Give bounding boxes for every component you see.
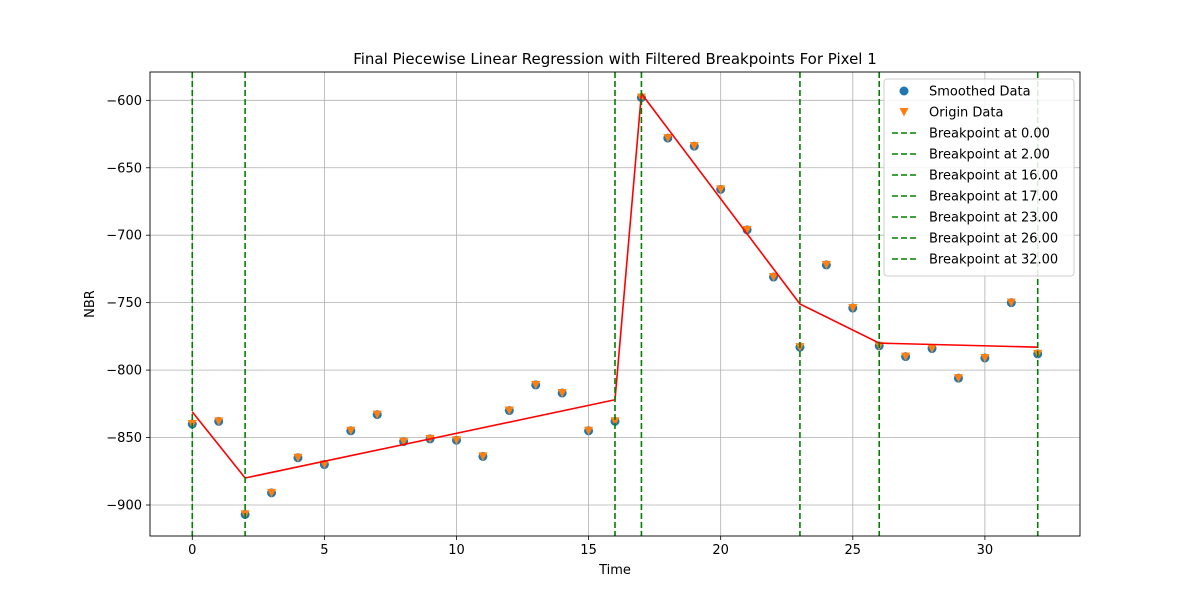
- origin-data-point: [769, 273, 779, 282]
- legend-label: Breakpoint at 17.00: [929, 190, 1058, 205]
- legend-label: Breakpoint at 32.00: [929, 253, 1058, 268]
- y-axis-label: NBR: [83, 290, 98, 318]
- origin-data-point: [742, 225, 752, 235]
- y-tick-label: −900: [106, 498, 142, 513]
- x-tick-label: 0: [188, 543, 196, 558]
- legend-marker-smoothed: [899, 86, 909, 96]
- origin-data-point: [610, 417, 620, 426]
- legend-label: Smoothed Data: [929, 85, 1031, 100]
- origin-data-point: [451, 436, 461, 445]
- y-tick-label: −600: [106, 94, 142, 109]
- origin-data-point: [478, 452, 488, 461]
- legend-box: [883, 78, 1075, 277]
- origin-data-point: [372, 410, 382, 420]
- legend-label: Origin Data: [929, 106, 1003, 121]
- legend-label: Breakpoint at 23.00: [929, 211, 1058, 226]
- x-tick-label: 10: [448, 543, 465, 558]
- origin-data-point: [531, 380, 541, 390]
- origin-data-point: [980, 353, 990, 363]
- origin-data-point: [214, 417, 224, 426]
- origin-data-point: [584, 426, 594, 436]
- legend-label: Breakpoint at 0.00: [929, 127, 1050, 142]
- y-tick-label: −700: [106, 229, 142, 244]
- origin-data-point: [901, 352, 911, 362]
- y-tick-label: −850: [106, 431, 142, 446]
- legend-label: Breakpoint at 2.00: [929, 148, 1050, 163]
- origin-data-point: [848, 304, 858, 313]
- origin-data-point: [821, 260, 831, 270]
- origin-data-point: [557, 389, 567, 398]
- x-tick-label: 30: [977, 543, 994, 558]
- x-axis-label: Time: [598, 563, 631, 578]
- legend-marker-origin: [899, 108, 909, 117]
- origin-data-point: [293, 453, 303, 463]
- origin-data-point: [1006, 298, 1016, 308]
- origin-data-point: [346, 426, 356, 436]
- legend-label: Breakpoint at 16.00: [929, 169, 1058, 184]
- x-tick-label: 5: [320, 543, 328, 558]
- chart-title: Final Piecewise Linear Regression with F…: [353, 50, 877, 68]
- origin-data-point: [689, 142, 699, 151]
- origin-data-point: [663, 134, 673, 143]
- x-tick-label: 20: [712, 543, 729, 558]
- origin-data-point: [399, 437, 409, 447]
- y-tick-label: −650: [106, 161, 142, 176]
- origin-data-point: [504, 406, 514, 416]
- y-tick-label: −800: [106, 364, 142, 379]
- origin-data-point: [267, 488, 277, 498]
- origin-data-point: [927, 344, 937, 354]
- axes-frame: [149, 71, 1081, 537]
- x-tick-label: 15: [580, 543, 597, 558]
- origin-data-point: [319, 460, 329, 470]
- x-tick-label: 25: [845, 543, 862, 558]
- origin-data-point: [953, 374, 963, 383]
- origin-data-point: [716, 185, 726, 194]
- legend-label: Breakpoint at 26.00: [929, 232, 1058, 247]
- y-tick-label: −750: [106, 296, 142, 311]
